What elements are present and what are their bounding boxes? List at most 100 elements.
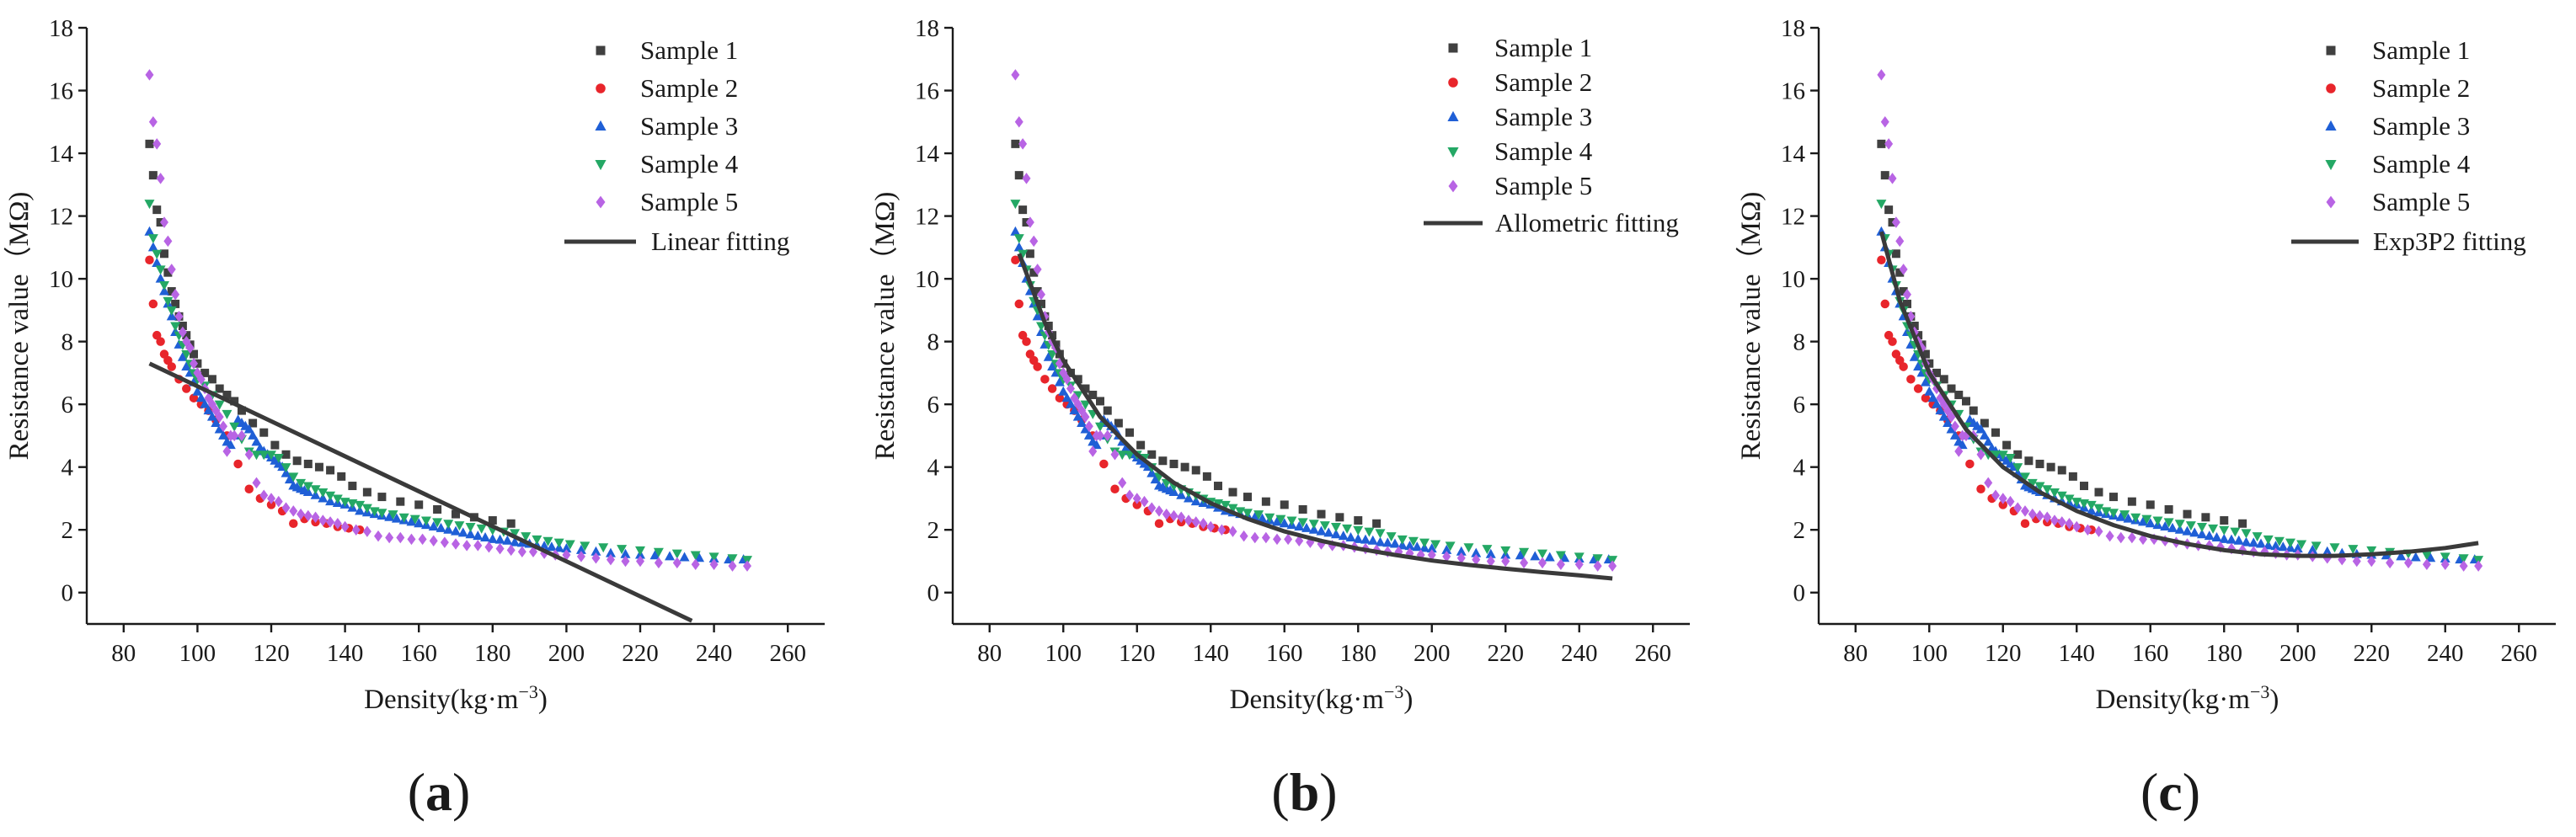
x-tick-label: 220 — [622, 640, 659, 667]
data-point — [1323, 527, 1334, 537]
data-point — [1331, 529, 1341, 539]
data-point — [1980, 418, 1989, 428]
data-point — [2071, 498, 2082, 508]
legend-label: Sample 2 — [640, 73, 738, 103]
data-point — [2197, 522, 2207, 532]
data-point — [2440, 552, 2450, 562]
data-point — [436, 522, 446, 532]
data-point — [546, 541, 557, 552]
data-point — [1191, 516, 1200, 528]
data-point — [1472, 553, 1481, 566]
data-point — [1047, 384, 1057, 393]
data-point — [185, 342, 195, 354]
y-tick-label: 8 — [61, 329, 74, 356]
data-point — [1877, 255, 1886, 264]
data-point — [2057, 466, 2066, 475]
data-point — [2285, 538, 2295, 548]
data-point — [495, 542, 505, 555]
series-sample-1 — [1011, 139, 1382, 528]
data-point — [1191, 466, 1200, 475]
y-tick-label: 16 — [1781, 78, 1805, 105]
y-tick-label: 12 — [1781, 204, 1805, 231]
data-point — [215, 411, 224, 423]
legend-marker — [596, 83, 606, 93]
data-point — [207, 398, 216, 410]
data-point — [1117, 450, 1128, 461]
data-point — [2278, 541, 2289, 552]
y-tick-label: 10 — [49, 266, 73, 293]
data-point — [1419, 538, 1430, 548]
data-point — [1308, 520, 1319, 530]
data-point — [406, 516, 417, 526]
data-point — [2458, 554, 2469, 564]
data-point — [259, 428, 269, 437]
data-point — [311, 511, 320, 524]
data-point — [1888, 337, 1897, 346]
legend-label: Sample 4 — [1494, 136, 1593, 166]
data-point — [1353, 533, 1364, 543]
data-point — [1081, 384, 1090, 393]
series-sample-1 — [145, 139, 516, 528]
data-point — [457, 527, 468, 537]
y-tick-label: 2 — [61, 517, 74, 544]
data-point — [432, 518, 443, 528]
data-point — [156, 173, 165, 184]
data-point — [1155, 505, 1163, 517]
data-point — [156, 337, 165, 346]
data-point — [1342, 524, 1353, 534]
data-point — [1991, 450, 2001, 461]
data-point — [1427, 549, 1436, 561]
data-point — [473, 540, 483, 552]
legend-marker — [1448, 179, 1458, 193]
data-point — [654, 557, 663, 569]
chart-panel-2: 80 100 120 140 160 180 200 220 240 260 0 2 4 6 8 10 12 14… — [870, 15, 1690, 822]
data-point — [1043, 351, 1054, 361]
legend-label: Sample 1 — [1494, 33, 1592, 62]
legend-label: Sample 4 — [2372, 149, 2471, 179]
x-tick-label: 220 — [2354, 640, 2391, 667]
data-point — [1957, 440, 1968, 450]
data-point — [562, 549, 571, 561]
data-point — [635, 546, 645, 556]
data-point — [1243, 493, 1252, 502]
data-point — [1081, 411, 1090, 423]
y-tick-label: 18 — [915, 15, 939, 42]
data-point — [2006, 495, 2015, 508]
y-tick-label: 14 — [49, 141, 74, 168]
data-point — [1899, 362, 1908, 371]
data-point — [2182, 525, 2193, 536]
data-point — [1544, 552, 1555, 562]
data-point — [1877, 139, 1886, 148]
data-point — [1943, 418, 1953, 428]
data-point — [2189, 527, 2200, 537]
series-sample-3 — [1010, 226, 1614, 564]
data-point — [2422, 558, 2431, 570]
data-point — [2252, 532, 2263, 542]
data-point — [1891, 216, 1900, 228]
data-point — [2256, 538, 2266, 548]
data-point — [2311, 541, 2322, 552]
data-point — [649, 550, 660, 560]
y-tick-label: 14 — [1781, 141, 1806, 168]
data-point — [1010, 226, 1021, 236]
data-point — [297, 508, 306, 520]
data-point — [1317, 509, 1326, 519]
series-sample-5 — [145, 69, 752, 572]
fit-curve — [1879, 231, 2479, 558]
data-point — [171, 288, 180, 301]
data-point — [1301, 522, 1312, 532]
data-point — [1382, 537, 1393, 547]
x-tick-label: 200 — [2279, 640, 2317, 667]
data-point — [396, 497, 405, 506]
data-point — [1884, 205, 1894, 215]
data-point — [2065, 518, 2074, 530]
data-point — [1939, 375, 1948, 384]
legend-marker — [2326, 195, 2336, 209]
data-point — [1091, 440, 1102, 450]
data-point — [407, 533, 416, 546]
data-point — [1954, 445, 1964, 457]
data-point — [318, 514, 328, 526]
data-point — [222, 445, 232, 457]
data-point — [159, 216, 168, 228]
data-point — [351, 524, 361, 536]
